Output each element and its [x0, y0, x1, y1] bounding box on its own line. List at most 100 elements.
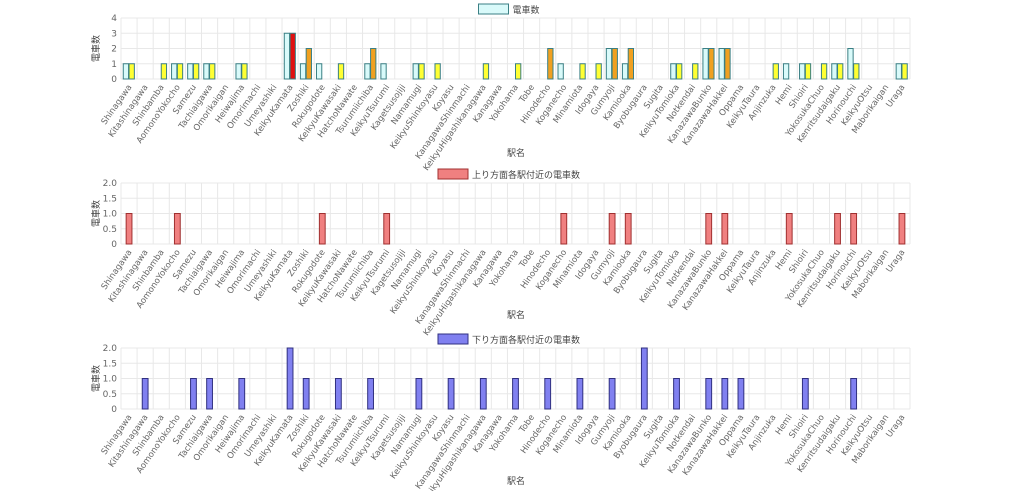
x-axis-label: 駅名 [507, 475, 525, 487]
bar [337, 63, 345, 80]
y-tick-label: 2 [111, 45, 117, 55]
bar [831, 63, 838, 80]
bar [820, 63, 828, 80]
bar [173, 213, 181, 245]
bar [785, 213, 793, 245]
bar [190, 378, 197, 410]
bar [544, 378, 552, 410]
y-tick-label: 1 [111, 60, 117, 70]
y-tick-label: 0 [111, 405, 117, 415]
x-axis-label: 駅名 [507, 309, 525, 321]
y-axis-label: 電車数 [90, 35, 102, 62]
bar [128, 63, 135, 80]
bar [412, 63, 419, 80]
bar [595, 63, 602, 80]
bar [302, 378, 310, 410]
bar [834, 213, 841, 245]
bar [515, 63, 522, 80]
bar [608, 378, 616, 410]
bar [837, 63, 844, 80]
bar [898, 213, 906, 245]
y-tick-label: 0.5 [103, 225, 117, 235]
x-axis-label: 駅名 [507, 147, 525, 159]
bar [624, 213, 632, 245]
bar [850, 213, 858, 245]
bar [370, 48, 377, 80]
bar [203, 63, 210, 80]
bar [640, 347, 648, 410]
bar [482, 63, 490, 80]
bar [801, 378, 809, 410]
bar [286, 347, 294, 410]
bar [676, 63, 683, 80]
legend-swatch [437, 168, 469, 180]
bar [670, 63, 677, 80]
y-tick-label: 1.0 [103, 210, 118, 220]
bar [318, 213, 326, 245]
bar [608, 213, 616, 245]
bar [782, 63, 790, 80]
bar [718, 48, 725, 80]
bar [673, 378, 680, 410]
bar [418, 63, 425, 80]
bar [299, 63, 307, 80]
bar [853, 63, 860, 80]
y-tick-label: 0.5 [103, 390, 117, 400]
bar [241, 63, 248, 80]
bar [847, 48, 854, 80]
bar [380, 63, 387, 80]
bar [415, 378, 423, 410]
bar [705, 213, 713, 245]
bar [850, 378, 858, 410]
bar [692, 63, 699, 80]
bar [576, 378, 584, 410]
bar [125, 213, 133, 245]
bar [383, 213, 391, 245]
bar [901, 63, 908, 80]
bar [579, 63, 586, 80]
bar [235, 63, 242, 80]
bar [334, 378, 342, 410]
bar [187, 63, 194, 80]
bar [705, 378, 713, 410]
bar [772, 63, 779, 80]
bar [141, 378, 149, 410]
bar [560, 213, 568, 245]
bar [605, 48, 613, 80]
bar [192, 63, 200, 80]
bar [206, 378, 213, 410]
bar [724, 48, 731, 80]
bar [611, 48, 618, 80]
y-axis-label: 電車数 [90, 200, 102, 227]
bar [367, 378, 374, 410]
bar [289, 32, 296, 80]
bar [434, 63, 441, 80]
y-tick-label: 4 [111, 14, 117, 24]
bar [479, 378, 487, 410]
bar [238, 378, 246, 410]
legend-label: 下り方面各駅付近の電車数 [472, 334, 580, 346]
y-axis-label: 電車数 [90, 365, 102, 392]
bar [512, 378, 519, 410]
bar [804, 63, 812, 80]
y-tick-label: 0 [111, 75, 117, 85]
bar [547, 48, 554, 80]
y-tick-label: 0 [111, 240, 117, 250]
bar [283, 32, 291, 80]
legend-swatch [437, 333, 469, 345]
bar [708, 48, 715, 80]
bar [447, 378, 455, 410]
y-tick-label: 1.5 [103, 359, 117, 369]
y-tick-label: 3 [111, 29, 117, 39]
y-tick-label: 1.0 [103, 375, 118, 385]
bar [122, 63, 130, 80]
legend-label: 電車数 [513, 4, 540, 16]
y-tick-label: 1.5 [103, 194, 117, 204]
bar [557, 63, 564, 80]
bar [176, 63, 184, 80]
legend-swatch [478, 3, 509, 15]
bar [364, 63, 371, 80]
y-tick-label: 2.0 [103, 179, 118, 189]
bar [621, 63, 629, 80]
